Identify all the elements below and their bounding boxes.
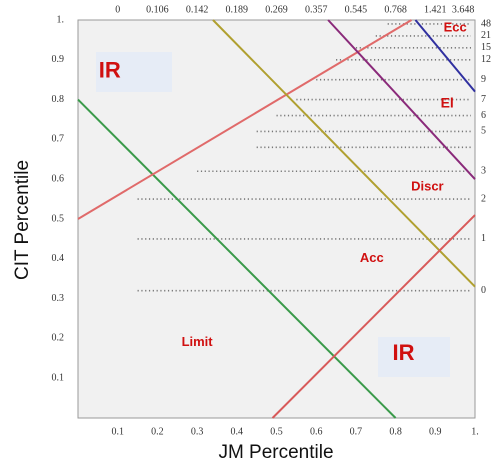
y-tick-label: 0.5 — [52, 213, 65, 224]
region-label: Discr — [411, 179, 444, 194]
x-tick-label: 0.1 — [111, 426, 124, 437]
x-tick-label: 0.7 — [350, 426, 363, 437]
y2-tick-label: 15 — [481, 42, 491, 53]
x-tick-label: 0.9 — [429, 426, 442, 437]
x-tick-label: 1. — [471, 426, 479, 437]
label-box — [96, 52, 172, 92]
y-tick-label: 0.7 — [52, 134, 65, 145]
y2-tick-label: 7 — [481, 94, 486, 105]
x2-tick-label: 0.189 — [226, 4, 249, 15]
x-axis-label: JM Percentile — [218, 442, 333, 463]
y-tick-label: 0.3 — [52, 293, 65, 304]
x2-tick-label: 0.357 — [305, 4, 328, 15]
region-label: Limit — [182, 334, 214, 349]
y2-tick-label: 6 — [481, 110, 486, 121]
region-label: Ecc — [444, 19, 467, 34]
x-tick-label: 0.3 — [191, 426, 204, 437]
y-tick-label: 0.6 — [52, 173, 65, 184]
x2-tick-label: 0 — [115, 4, 120, 15]
line — [212, 19, 476, 288]
line — [414, 19, 476, 93]
y2-tick-label: 0 — [481, 285, 486, 296]
x-tick-label: 0.4 — [231, 426, 244, 437]
y-tick-label: 1. — [57, 14, 65, 25]
x2-tick-label: 1.421 — [424, 4, 447, 15]
x-tick-label: 0.8 — [389, 426, 402, 437]
label-box — [378, 337, 450, 377]
region-label: El — [441, 94, 454, 110]
region-label: IR — [393, 340, 415, 365]
y-axis-label: CIT Percentile — [12, 160, 33, 280]
y2-tick-label: 1 — [481, 233, 486, 244]
y2-tick-label: 3 — [481, 166, 486, 177]
region-label: Acc — [360, 250, 384, 265]
x2-tick-label: 0.106 — [146, 4, 169, 15]
x-tick-label: 0.6 — [310, 426, 323, 437]
x-tick-label: 0.5 — [270, 426, 283, 437]
line — [77, 98, 397, 419]
x2-tick-label: 3.648 — [452, 4, 475, 15]
region-label: IR — [99, 58, 121, 83]
y2-tick-label: 2 — [481, 193, 486, 204]
line — [77, 19, 412, 220]
y2-tick-label: 12 — [481, 54, 491, 65]
y-tick-label: 0.2 — [52, 333, 65, 344]
y2-tick-label: 21 — [481, 30, 491, 41]
y-tick-label: 0.8 — [52, 94, 65, 105]
x-tick-label: 0.2 — [151, 426, 164, 437]
x2-tick-label: 0.768 — [384, 4, 407, 15]
line — [271, 214, 476, 419]
y-tick-label: 0.1 — [52, 372, 65, 383]
y-tick-label: 0.4 — [52, 253, 65, 264]
line — [327, 19, 476, 180]
x2-tick-label: 0.142 — [186, 4, 209, 15]
y-tick-label: 0.9 — [52, 54, 65, 65]
y2-tick-label: 48 — [481, 18, 491, 29]
x2-tick-label: 0.545 — [345, 4, 368, 15]
y2-tick-label: 5 — [481, 126, 486, 137]
y2-tick-label: 9 — [481, 74, 486, 85]
x2-tick-label: 0.269 — [265, 4, 288, 15]
